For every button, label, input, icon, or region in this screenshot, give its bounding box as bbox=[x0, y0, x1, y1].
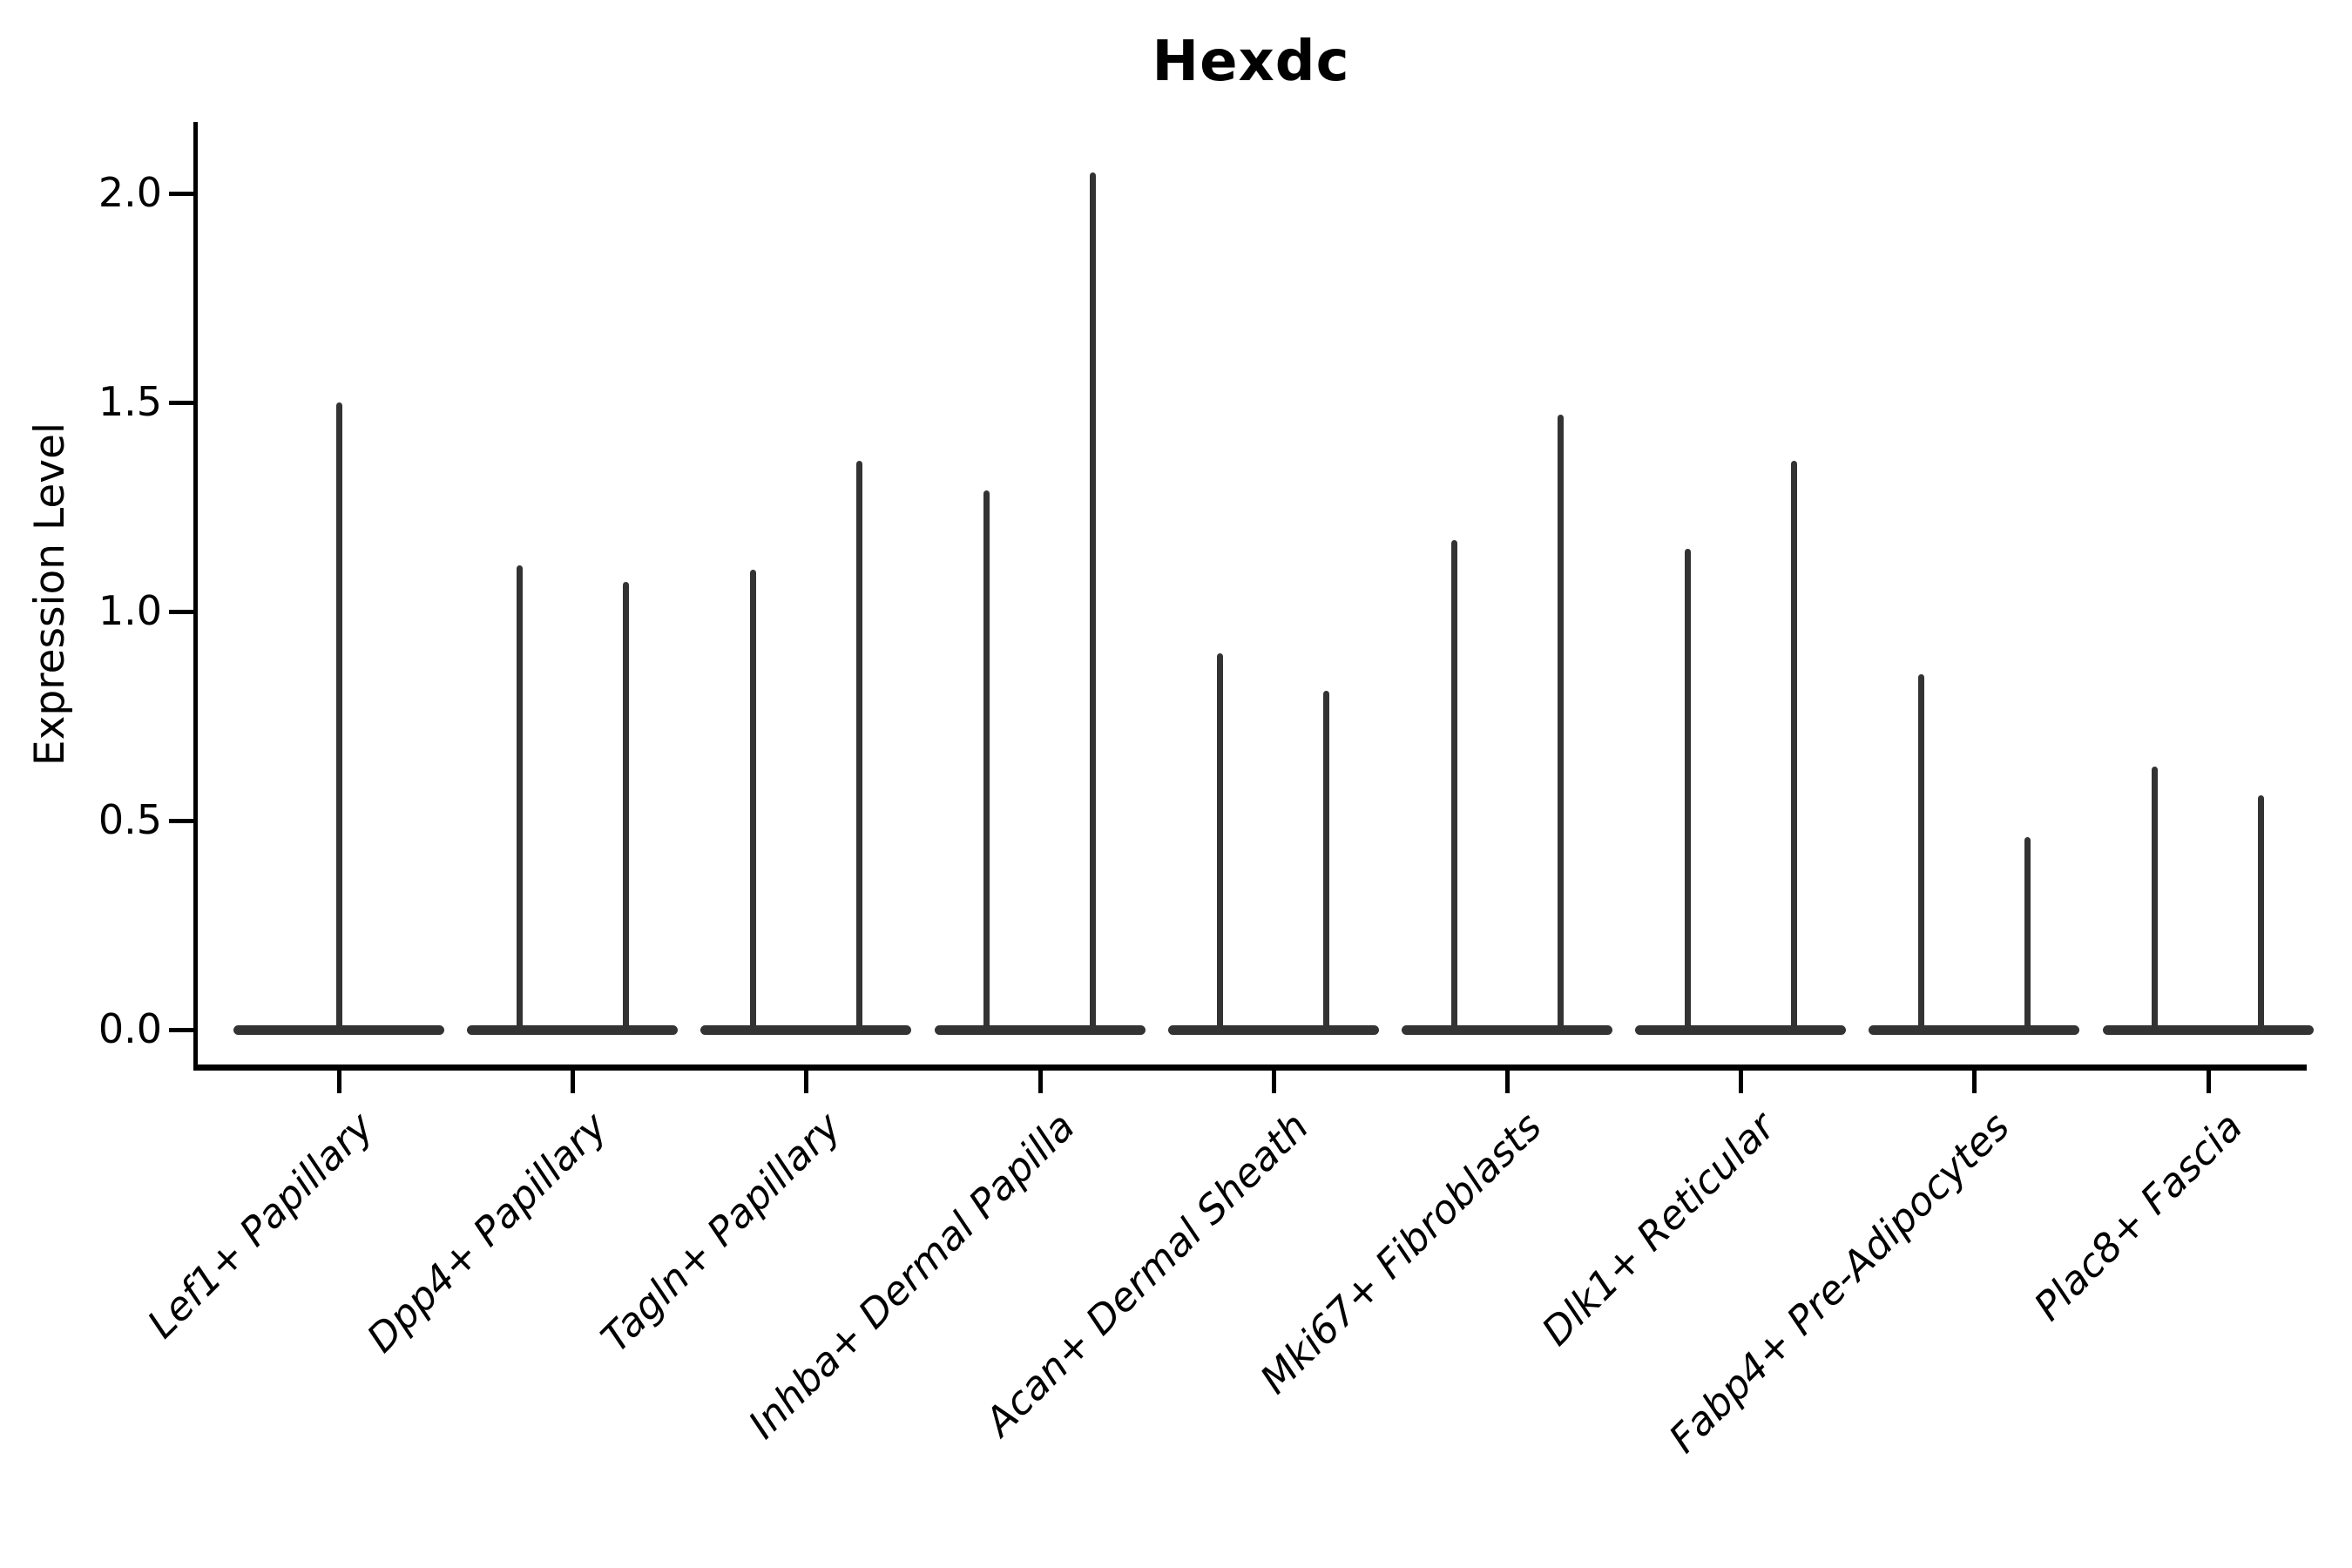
chart-title: Hexdc bbox=[1152, 30, 1350, 94]
violin-spike bbox=[2152, 766, 2159, 1033]
y-tick-label: 1.0 bbox=[98, 587, 162, 634]
x-axis-tick bbox=[337, 1071, 341, 1093]
x-axis-tick bbox=[1972, 1071, 1977, 1093]
violin-spike bbox=[1323, 691, 1330, 1033]
violin-spike bbox=[1557, 415, 1564, 1033]
y-tick-label: 0.5 bbox=[98, 796, 162, 843]
violin-spike bbox=[1790, 461, 1797, 1033]
y-axis-tick bbox=[169, 610, 193, 614]
x-tick-label: Plac8+ Fascia bbox=[2024, 1103, 2252, 1330]
violin-spike bbox=[335, 402, 342, 1033]
x-axis-tick bbox=[571, 1071, 576, 1093]
x-tick-label: Lef1+ Papillary bbox=[139, 1103, 383, 1348]
x-axis-tick bbox=[804, 1071, 809, 1093]
violin-spike bbox=[2024, 837, 2031, 1033]
violin-base bbox=[934, 1024, 1146, 1035]
x-axis-tick bbox=[1037, 1071, 1043, 1093]
x-tick-label: Tagln+ Papillary bbox=[591, 1103, 850, 1362]
x-tick-label: Dlk1+ Reticular bbox=[1532, 1103, 1785, 1355]
x-axis-tick bbox=[1505, 1071, 1510, 1093]
violin-spike bbox=[516, 565, 523, 1033]
violin-base bbox=[700, 1024, 912, 1035]
x-axis-tick bbox=[1739, 1071, 1744, 1093]
y-axis-spine bbox=[193, 122, 198, 1071]
violin-base bbox=[1869, 1024, 2080, 1035]
violin-spike bbox=[2258, 795, 2265, 1033]
violin-base bbox=[1167, 1024, 1379, 1035]
violin-base bbox=[1402, 1024, 1612, 1035]
violin-spike bbox=[749, 570, 756, 1033]
y-axis-tick bbox=[169, 819, 193, 823]
violin-spike bbox=[983, 490, 990, 1033]
y-tick-label: 0.0 bbox=[98, 1005, 162, 1052]
violin-base bbox=[1635, 1024, 1847, 1035]
y-axis-tick bbox=[169, 401, 193, 405]
y-tick-label: 2.0 bbox=[98, 169, 162, 216]
violin-spike bbox=[1684, 549, 1691, 1033]
violin-base bbox=[467, 1024, 679, 1035]
violin-spike bbox=[622, 582, 629, 1033]
violin-spike bbox=[1917, 674, 1924, 1033]
y-axis-tick bbox=[169, 1028, 193, 1032]
x-tick-label: Dpp4+ Papillary bbox=[358, 1103, 617, 1362]
x-axis-tick bbox=[2206, 1071, 2211, 1093]
violin-spike bbox=[1450, 540, 1457, 1033]
violin-spike bbox=[1217, 653, 1224, 1033]
violin-spike bbox=[855, 461, 862, 1033]
x-axis-tick bbox=[1271, 1071, 1276, 1093]
y-axis-tick bbox=[169, 192, 193, 196]
violin-spike bbox=[1090, 172, 1097, 1033]
y-tick-label: 1.5 bbox=[98, 378, 162, 425]
violin-base bbox=[2102, 1024, 2314, 1035]
x-axis-spine bbox=[193, 1064, 2307, 1071]
